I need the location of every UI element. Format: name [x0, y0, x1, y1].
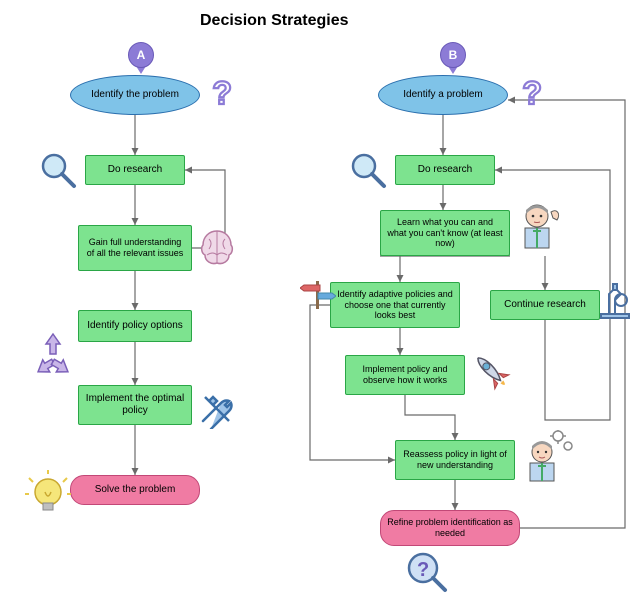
lightbulb-icon [25, 470, 71, 521]
person-thinking-icon [515, 198, 567, 255]
signpost-icon [300, 275, 336, 316]
node-b1: Identify a problem [378, 75, 508, 115]
question-icon: ? [205, 75, 241, 116]
node-b2: Do research [395, 155, 495, 185]
svg-text:?: ? [417, 559, 429, 581]
diagram-title: Decision Strategies [200, 12, 349, 30]
node-a1: Identify the problem [70, 75, 200, 115]
microscope-icon [595, 280, 635, 325]
magnifier-question-icon: ? [405, 550, 449, 599]
node-b6: Implement policy and observe how it work… [345, 355, 465, 395]
node-b8: Refine problem identification as needed [380, 510, 520, 546]
node-a5: Implement the optimal policy [78, 385, 192, 425]
node-a2: Do research [85, 155, 185, 185]
person-gears-icon [522, 430, 574, 487]
node-b7: Reassess policy in light of new understa… [395, 440, 515, 480]
magnifier-icon [348, 150, 388, 195]
brain-icon [195, 225, 239, 274]
node-a4: Identify policy options [78, 310, 192, 342]
node-a3: Gain full understanding of all the relev… [78, 225, 192, 271]
question-icon: ? [515, 75, 551, 116]
node-b4: Identify adaptive policies and choose on… [330, 282, 460, 328]
node-b5: Continue research [490, 290, 600, 320]
rocket-icon [470, 350, 514, 399]
node-b3: Learn what you can and what you can't kn… [380, 210, 510, 256]
magnifier-icon [38, 150, 78, 195]
arrows-icon [30, 330, 76, 381]
badge-a: A [128, 42, 154, 68]
svg-text:?: ? [522, 75, 542, 111]
svg-text:?: ? [212, 75, 232, 111]
node-a6: Solve the problem [70, 475, 200, 505]
tools-icon [195, 387, 237, 434]
badge-b: B [440, 42, 466, 68]
